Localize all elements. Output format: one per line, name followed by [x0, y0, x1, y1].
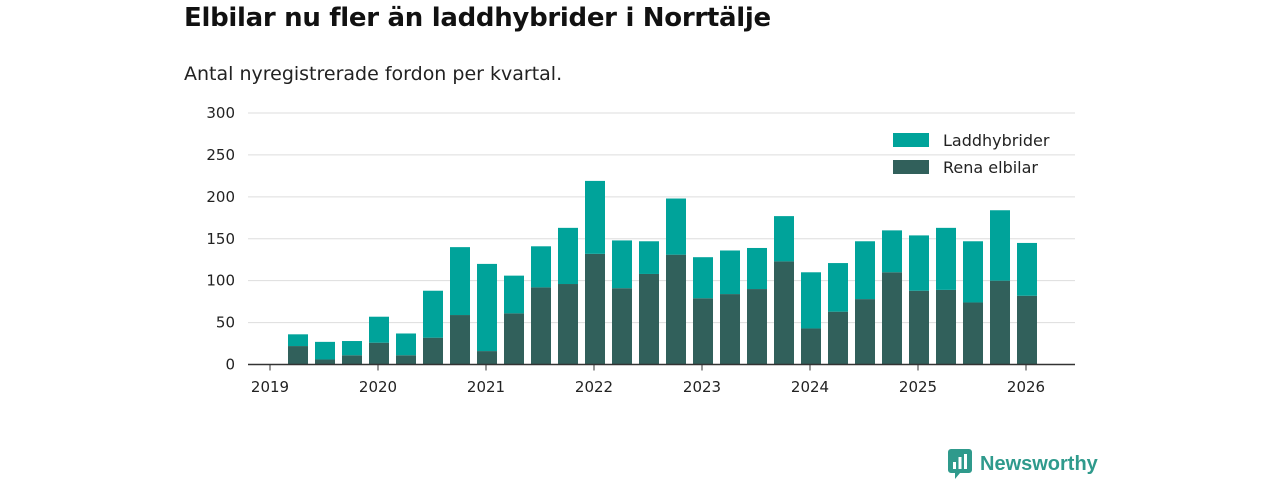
bar-laddhybrider	[450, 247, 470, 316]
bar-laddhybrider	[693, 257, 713, 299]
bar-laddhybrider	[585, 180, 605, 254]
bar-laddhybrider	[1017, 242, 1037, 296]
bar-laddhybrider	[423, 290, 443, 338]
y-tick-label: 100	[206, 272, 235, 290]
bar-laddhybrider	[666, 198, 686, 255]
x-tick-label: 2023	[683, 378, 721, 396]
bar-laddhybrider	[963, 241, 983, 303]
bar-rena-elbilar	[963, 302, 983, 365]
x-tick-label: 2020	[359, 378, 397, 396]
bar-rena-elbilar	[990, 280, 1010, 365]
bar-laddhybrider	[558, 227, 578, 285]
bar-rena-elbilar	[774, 261, 794, 365]
bar-laddhybrider	[531, 246, 551, 288]
bar-rena-elbilar	[909, 290, 929, 365]
bar-rena-elbilar	[828, 311, 848, 365]
bar-rena-elbilar	[936, 289, 956, 365]
legend-swatch	[893, 133, 929, 147]
bar-laddhybrider	[477, 263, 497, 352]
bar-rena-elbilar	[288, 346, 308, 365]
legend-label: Laddhybrider	[943, 131, 1050, 150]
x-tick-label: 2021	[467, 378, 505, 396]
x-tick-label: 2022	[575, 378, 613, 396]
bar-rena-elbilar	[396, 355, 416, 365]
bar-laddhybrider	[936, 227, 956, 290]
bar-laddhybrider	[828, 263, 848, 312]
bar-rena-elbilar	[855, 299, 875, 365]
bar-rena-elbilar	[585, 253, 605, 365]
y-tick-label: 300	[206, 104, 235, 122]
chart-title: Elbilar nu fler än laddhybrider i Norrtä…	[184, 3, 771, 33]
bar-laddhybrider	[747, 247, 767, 290]
bar-laddhybrider	[990, 210, 1010, 281]
bar-laddhybrider	[909, 235, 929, 291]
legend-label: Rena elbilar	[943, 158, 1038, 177]
bar-laddhybrider	[801, 272, 821, 329]
bar-rena-elbilar	[504, 313, 524, 365]
bar-laddhybrider	[774, 216, 794, 262]
brand-logo: Newsworthy	[948, 449, 1098, 479]
bar-rena-elbilar	[747, 289, 767, 365]
x-tick-label: 2019	[251, 378, 289, 396]
bar-rena-elbilar	[1017, 295, 1037, 365]
bar-laddhybrider	[342, 341, 362, 356]
bar-rena-elbilar	[558, 284, 578, 365]
bar-rena-elbilar	[693, 298, 713, 365]
bar-rena-elbilar	[315, 359, 335, 365]
legend-swatch	[893, 160, 929, 174]
bar-rena-elbilar	[612, 288, 632, 365]
bar-laddhybrider	[315, 341, 335, 360]
bar-laddhybrider	[396, 333, 416, 356]
bar-laddhybrider	[720, 250, 740, 295]
chart-subtitle: Antal nyregistrerade fordon per kvartal.	[184, 63, 563, 85]
bar-rena-elbilar	[450, 315, 470, 365]
bar-laddhybrider	[612, 240, 632, 289]
newsworthy-logo-icon	[948, 449, 972, 479]
x-tick-label: 2026	[1007, 378, 1045, 396]
bar-rena-elbilar	[423, 337, 443, 365]
y-tick-label: 200	[206, 188, 235, 206]
y-tick-label: 50	[216, 314, 235, 332]
bar-rena-elbilar	[666, 254, 686, 365]
bar-rena-elbilar	[531, 287, 551, 365]
bar-rena-elbilar	[342, 355, 362, 365]
bar-rena-elbilar	[477, 351, 497, 365]
bar-laddhybrider	[639, 241, 659, 274]
bar-laddhybrider	[855, 241, 875, 300]
bar-rena-elbilar	[882, 272, 902, 365]
brand-name: Newsworthy	[980, 452, 1098, 475]
x-tick-label: 2024	[791, 378, 829, 396]
x-tick-label: 2025	[899, 378, 937, 396]
y-tick-label: 150	[206, 230, 235, 248]
bar-laddhybrider	[288, 334, 308, 347]
bar-rena-elbilar	[801, 328, 821, 365]
bar-laddhybrider	[504, 275, 524, 314]
y-tick-label: 250	[206, 146, 235, 164]
y-tick-label: 0	[225, 356, 235, 374]
bar-rena-elbilar	[720, 294, 740, 365]
bar-laddhybrider	[369, 316, 389, 343]
bar-laddhybrider	[882, 230, 902, 273]
bar-rena-elbilar	[639, 273, 659, 365]
bar-rena-elbilar	[369, 342, 389, 365]
